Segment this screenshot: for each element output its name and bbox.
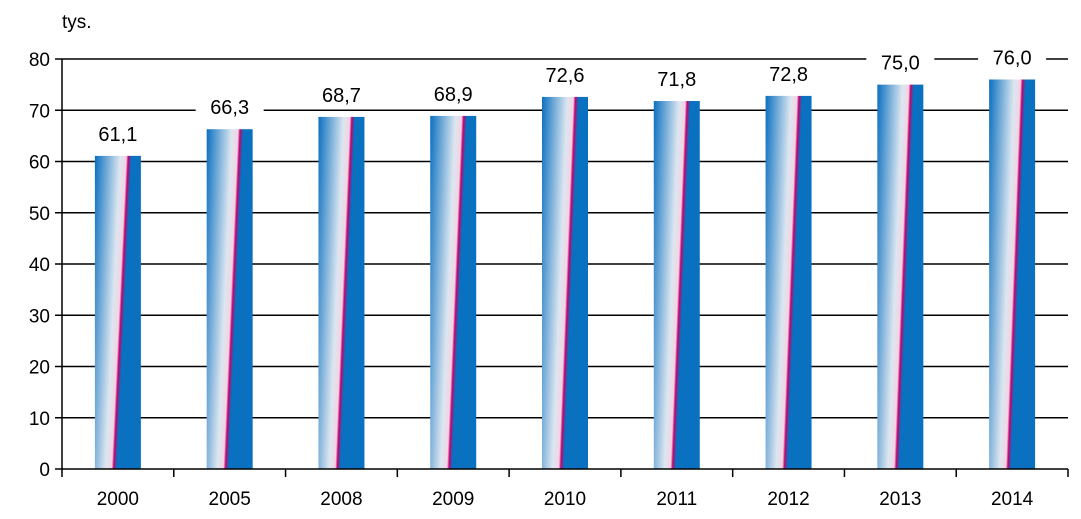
bar: [989, 79, 1036, 469]
bars: [94, 79, 1036, 470]
value-label: 61,1: [98, 124, 137, 146]
bar: [877, 84, 924, 469]
x-tick-label: 2005: [209, 489, 251, 510]
value-label-bg: [978, 45, 1047, 71]
bar: [653, 101, 700, 470]
x-tick-label: 2013: [879, 489, 921, 510]
value-label-bg: [195, 95, 264, 121]
x-tick-label: 2014: [991, 489, 1034, 510]
axes: 0 10 20 30 40 50 60 70 80 2000 2005 2008 2009 2010 201…: [29, 50, 1069, 510]
y-tick-label: 70: [29, 101, 50, 122]
value-label-bg: [419, 81, 488, 107]
bar: [430, 115, 477, 469]
x-tick-label: 2010: [544, 489, 586, 510]
value-label: 71,8: [657, 69, 696, 91]
y-unit-label: tys.: [62, 12, 92, 33]
value-label: 66,3: [210, 97, 249, 119]
value-label: 72,6: [546, 65, 585, 87]
bar: [94, 155, 141, 470]
y-tick-label: 60: [29, 153, 50, 174]
x-tick-label: 2008: [320, 489, 362, 510]
y-tick-label: 30: [29, 306, 50, 327]
value-label-bg: [83, 121, 152, 147]
y-tick-label: 50: [29, 204, 50, 225]
value-label-bg: [307, 82, 376, 108]
x-tick-label: 2009: [432, 489, 474, 510]
value-label-bg: [642, 67, 711, 93]
value-label-bg: [531, 62, 599, 88]
y-tick-label: 80: [29, 50, 50, 71]
y-tick-label: 10: [29, 409, 50, 430]
bar: [206, 129, 253, 469]
value-label: 68,9: [434, 84, 473, 106]
value-label-bg: [754, 61, 823, 87]
value-label: 76,0: [993, 48, 1032, 70]
x-tick-label: 2000: [97, 489, 139, 510]
y-tick-label: 20: [29, 358, 50, 379]
bar: [765, 95, 812, 470]
value-label: 68,7: [322, 85, 361, 107]
y-tick-label: 0: [39, 460, 50, 481]
value-label: 75,0: [881, 53, 920, 75]
x-tick-label: 2011: [656, 489, 697, 510]
bar: [318, 116, 365, 469]
value-labels: 61,1 66,3 68,7 68,9 72,6 71,8 72,8 75,0 76,0: [83, 45, 1047, 147]
bar: [542, 96, 588, 470]
x-tick-label: 2012: [767, 489, 809, 510]
value-label: 72,8: [769, 64, 808, 86]
value-label-bg: [866, 50, 935, 76]
y-tick-label: 40: [29, 255, 50, 276]
